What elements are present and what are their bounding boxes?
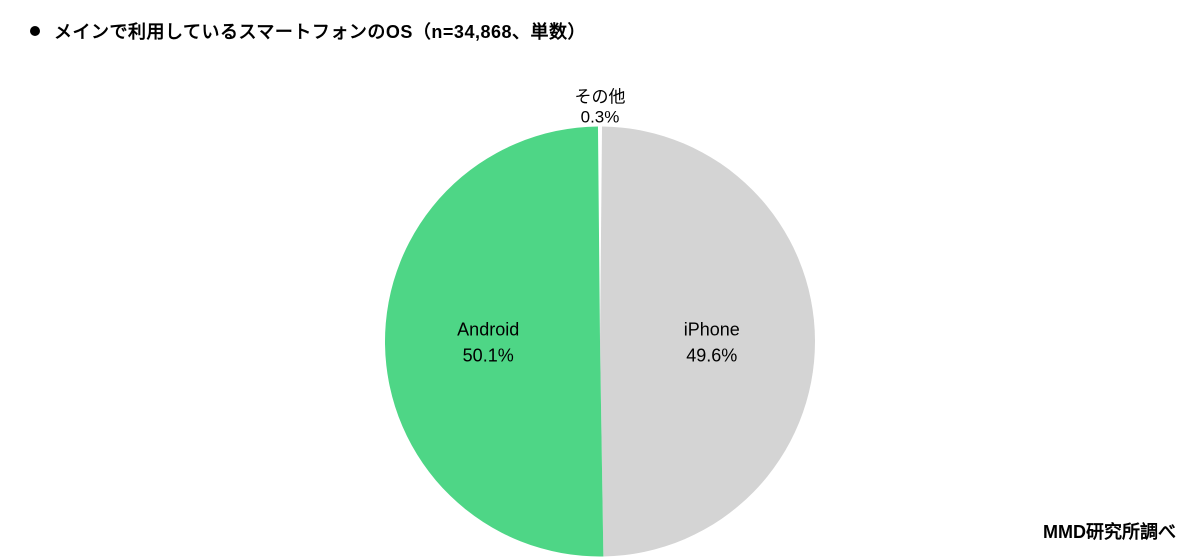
svg-text:iPhone: iPhone — [684, 319, 740, 339]
pie-chart: その他0.3% iPhone 49.6% Android 50.1% — [280, 81, 920, 558]
svg-text:Android: Android — [457, 319, 519, 339]
chart-title-row: メインで利用しているスマートフォンのOS（n=34,868、単数） — [30, 18, 586, 44]
pie-slice-Android — [385, 126, 603, 556]
pie-slice-iPhone — [600, 126, 815, 556]
svg-text:50.1%: 50.1% — [463, 345, 514, 365]
svg-text:その他: その他 — [575, 87, 626, 106]
pie-chart-svg: その他0.3% iPhone 49.6% Android 50.1% — [280, 81, 920, 558]
source-credit: MMD研究所調べ — [1043, 518, 1176, 544]
slice-label-other: その他0.3% — [575, 87, 626, 126]
svg-text:0.3%: 0.3% — [581, 107, 620, 126]
svg-text:49.6%: 49.6% — [686, 345, 737, 365]
chart-title: メインで利用しているスマートフォンのOS（n=34,868、単数） — [54, 18, 586, 44]
bullet-icon — [30, 26, 40, 36]
